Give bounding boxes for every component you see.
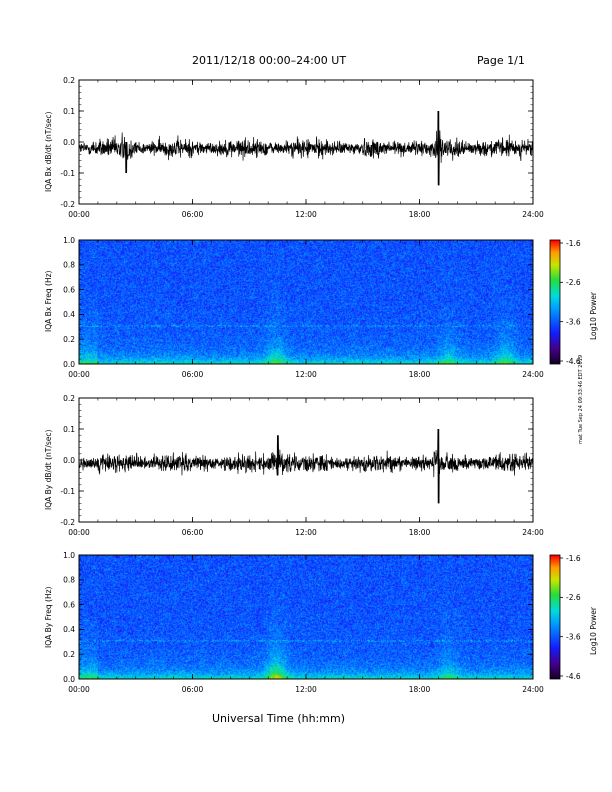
y-tick-label: 1.0 bbox=[63, 551, 75, 560]
y-tick-label: 0.6 bbox=[63, 285, 75, 294]
y-tick-label: 0.2 bbox=[63, 650, 75, 659]
x-tick-label: 00:00 bbox=[68, 685, 90, 694]
y-tick-label: 0.4 bbox=[63, 625, 75, 634]
bx-colorbar-label: Log10 Power bbox=[589, 292, 598, 340]
bx-colorbar-axis: -1.6 -2.6 -3.6 -4.6 bbox=[549, 239, 581, 366]
series-line bbox=[78, 110, 534, 186]
x-tick-label: 00:00 bbox=[68, 210, 90, 219]
x-tick-label: 24:00 bbox=[522, 370, 544, 379]
x-tick-label: 18:00 bbox=[409, 370, 431, 379]
by-spectrogram bbox=[79, 555, 533, 679]
bx-freq-ylabel: IQA Bx Freq (Hz) bbox=[44, 270, 53, 332]
y-tick-label: 1.0 bbox=[63, 236, 75, 245]
x-tick-label: 12:00 bbox=[295, 528, 317, 537]
y-tick-label: 0.2 bbox=[63, 76, 75, 85]
y-tick-label: 0.2 bbox=[63, 394, 75, 403]
side-note: mat Tue Sep 24 09:33:46 EDT 2019 bbox=[578, 354, 584, 444]
colorbar-tick-label: -2.6 bbox=[566, 593, 581, 602]
y-tick-label: 0.1 bbox=[63, 425, 75, 434]
x-tick-label: 18:00 bbox=[409, 685, 431, 694]
y-tick-label: 0.0 bbox=[63, 675, 75, 684]
bx-spectrogram-axes: 00:00 06:00 12:00 18:00 24:00 1.0 0.8 0.6 0.4 0.2… bbox=[63, 236, 544, 379]
page-number: Page 1/1 bbox=[477, 54, 525, 67]
colorbar-tick-label: -1.6 bbox=[566, 239, 581, 248]
y-tick-label: -0.2 bbox=[60, 518, 75, 527]
x-tick-label: 00:00 bbox=[68, 528, 90, 537]
y-tick-label: 0.0 bbox=[63, 360, 75, 369]
x-tick-label: 06:00 bbox=[182, 370, 204, 379]
bx-dbdt-ylabel: IQA Bx dB/dt (nT/sec) bbox=[44, 111, 53, 192]
y-tick-label: 0.2 bbox=[63, 335, 75, 344]
colorbar-tick-label: -1.6 bbox=[566, 554, 581, 563]
by-dbdt-chart: 00:00 06:00 12:00 18:00 24:00 0.2 0.1 0.0 -0.1 -0… bbox=[60, 394, 544, 537]
y-tick-label: 0.1 bbox=[63, 107, 75, 116]
y-tick-label: 0.0 bbox=[63, 456, 75, 465]
bx-dbdt-chart: 00:00 06:00 12:00 18:00 24:00 0.2 0.1 0.0 -0.1 -0… bbox=[60, 76, 544, 219]
x-tick-label: 18:00 bbox=[409, 210, 431, 219]
y-tick-label: 0.8 bbox=[63, 261, 75, 270]
colorbar-tick-label: -3.6 bbox=[566, 317, 581, 326]
by-colorbar-label: Log10 Power bbox=[589, 607, 598, 655]
by-colorbar-axis: -1.6 -2.6 -3.6 -4.6 bbox=[549, 554, 581, 681]
by-dbdt-ylabel: IQA By dB/dt (nT/sec) bbox=[44, 429, 53, 510]
x-tick-label: 12:00 bbox=[295, 685, 317, 694]
plot-title: 2011/12/18 00:00–24:00 UT bbox=[192, 54, 347, 67]
y-tick-label: -0.1 bbox=[60, 169, 75, 178]
bx-colorbar bbox=[550, 240, 560, 364]
bx-spectrogram bbox=[79, 240, 533, 364]
x-axis-label: Universal Time (hh:mm) bbox=[212, 712, 345, 725]
y-tick-label: -0.1 bbox=[60, 487, 75, 496]
colorbar-tick-label: -4.6 bbox=[566, 357, 581, 366]
y-tick-label: 0.0 bbox=[63, 138, 75, 147]
colorbar-tick-label: -2.6 bbox=[566, 278, 581, 287]
colorbar-tick-label: -4.6 bbox=[566, 672, 581, 681]
x-tick-label: 06:00 bbox=[182, 210, 204, 219]
x-tick-label: 24:00 bbox=[522, 528, 544, 537]
x-tick-label: 00:00 bbox=[68, 370, 90, 379]
y-tick-label: 0.6 bbox=[63, 600, 75, 609]
colorbar-tick-label: -3.6 bbox=[566, 632, 581, 641]
y-tick-label: 0.4 bbox=[63, 310, 75, 319]
y-tick-label: -0.2 bbox=[60, 200, 75, 209]
x-tick-label: 06:00 bbox=[182, 528, 204, 537]
by-colorbar bbox=[550, 555, 560, 679]
x-tick-label: 24:00 bbox=[522, 685, 544, 694]
x-tick-label: 12:00 bbox=[295, 370, 317, 379]
series-line bbox=[78, 428, 534, 504]
x-tick-label: 12:00 bbox=[295, 210, 317, 219]
x-tick-label: 06:00 bbox=[182, 685, 204, 694]
x-tick-label: 18:00 bbox=[409, 528, 431, 537]
by-freq-ylabel: IQA By Freq (Hz) bbox=[44, 586, 53, 648]
x-tick-label: 24:00 bbox=[522, 210, 544, 219]
by-spectrogram-axes: 00:00 06:00 12:00 18:00 24:00 1.0 0.8 0.6 0.4 0.2… bbox=[63, 551, 544, 694]
y-tick-label: 0.8 bbox=[63, 576, 75, 585]
